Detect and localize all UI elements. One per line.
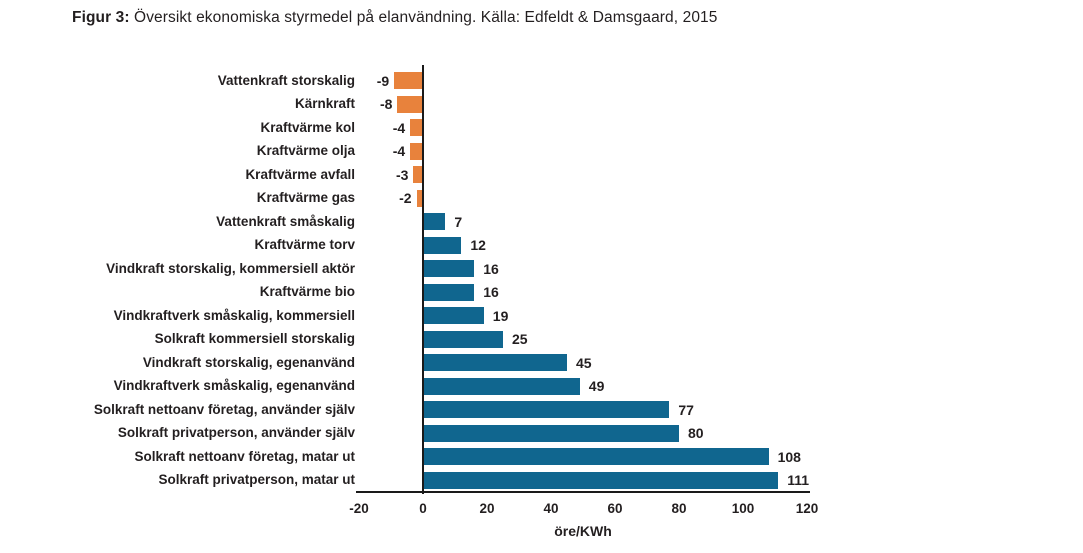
x-axis-tick-label: 0 — [419, 501, 427, 516]
category-label: Vattenkraft storskalig — [217, 72, 355, 88]
category-label: Vindkraft storskalig, kommersiell aktör — [106, 260, 355, 276]
bar — [423, 377, 580, 395]
value-label: -9 — [376, 72, 390, 89]
category-label: Solkraft nettoanv företag, använder själ… — [93, 401, 355, 417]
category-label: Vindkraftverk småskalig, kommersiell — [113, 307, 355, 323]
category-label: Kraftvärme avfall — [245, 166, 355, 182]
x-axis-tick-label: 80 — [671, 501, 687, 516]
bar — [394, 72, 423, 90]
category-label: Kraftvärme olja — [256, 143, 355, 159]
category-label: Vattenkraft småskalig — [216, 213, 355, 229]
category-label: Solkraft nettoanv företag, matar ut — [134, 448, 355, 464]
x-axis-label: öre/KWh — [554, 523, 612, 539]
category-label: Kraftvärme bio — [259, 284, 355, 300]
value-label: 49 — [588, 378, 605, 395]
value-label: 80 — [688, 425, 704, 442]
figure-title-prefix: Figur 3: — [72, 9, 130, 26]
bar — [416, 189, 423, 207]
x-axis-tick-label: 120 — [795, 501, 819, 516]
figure-title-text: Översikt ekonomiska styrmedel på elanvän… — [129, 9, 718, 26]
bar — [413, 166, 423, 184]
value-label: -4 — [392, 119, 406, 136]
value-label: 111 — [787, 472, 810, 489]
category-label: Kraftvärme kol — [260, 119, 355, 135]
x-axis-tick-label: -20 — [349, 501, 369, 516]
bar — [423, 401, 670, 419]
x-axis-tick-label: 40 — [543, 501, 559, 516]
bar — [423, 307, 484, 325]
category-label: Kraftvärme gas — [256, 190, 355, 206]
category-label: Kärnkraft — [294, 96, 355, 112]
x-axis-tick-label: 60 — [607, 501, 623, 516]
value-label: 45 — [576, 354, 592, 371]
value-label: 16 — [483, 284, 499, 301]
bar — [423, 424, 679, 442]
bar — [423, 236, 462, 254]
value-label: 12 — [470, 237, 486, 254]
category-label: Solkraft kommersiell storskalig — [154, 331, 355, 347]
bar — [423, 330, 503, 348]
bar — [423, 283, 475, 301]
bar — [410, 119, 423, 137]
value-label: -4 — [392, 143, 406, 160]
zero-axis-line — [422, 65, 425, 494]
x-axis-tick-label: 20 — [479, 501, 495, 516]
value-label: -8 — [379, 96, 393, 113]
value-label: 16 — [483, 260, 499, 277]
bar — [397, 95, 423, 113]
bar — [423, 471, 779, 489]
x-axis-tick-label: 100 — [731, 501, 755, 516]
value-label: 108 — [777, 448, 801, 465]
category-label: Solkraft privatperson, använder själv — [117, 425, 355, 441]
category-label: Solkraft privatperson, matar ut — [158, 472, 355, 488]
category-label: Vindkraftverk småskalig, egenanvänd — [113, 378, 355, 394]
bar — [423, 354, 567, 372]
value-label: 19 — [492, 307, 509, 324]
value-label: -2 — [399, 190, 412, 207]
category-label: Kraftvärme torv — [254, 237, 355, 253]
bar — [423, 448, 769, 466]
figure-title: Figur 3: Översikt ekonomiska styrmedel p… — [72, 9, 717, 27]
value-label: -3 — [395, 166, 409, 183]
x-axis-line — [356, 490, 810, 494]
value-label: 7 — [454, 213, 463, 230]
bar — [410, 142, 423, 160]
category-label: Vindkraft storskalig, egenanvänd — [142, 354, 355, 370]
value-label: 25 — [512, 331, 528, 348]
bar — [423, 260, 475, 278]
bar — [423, 213, 446, 231]
value-label: 77 — [678, 401, 694, 418]
